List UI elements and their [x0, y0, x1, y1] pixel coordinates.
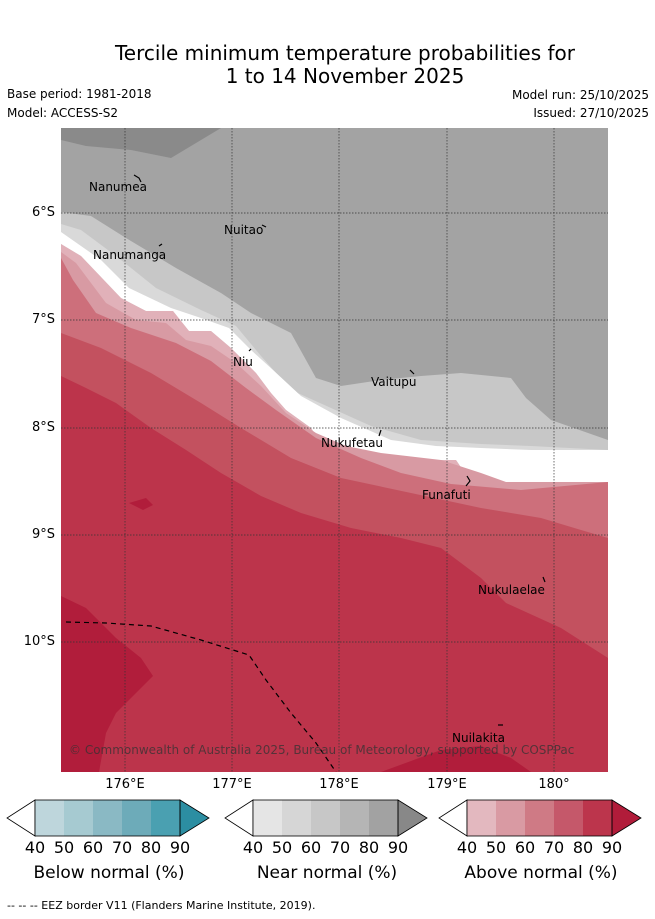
- above-colorbar-tick: 70: [543, 838, 565, 857]
- colorbar-title-above: Above normal (%): [464, 863, 618, 883]
- colorbar-title-below: Below normal (%): [33, 863, 185, 883]
- above-normal-90-region: [61, 596, 153, 772]
- near-colorbar-over-triangle: [397, 799, 428, 837]
- above-colorbar-tick: 40: [456, 838, 478, 857]
- below-colorbar-tick: 80: [140, 838, 162, 857]
- above-colorbar-tick: 50: [485, 838, 507, 857]
- near-colorbar-segment: [369, 800, 398, 836]
- above-colorbar-under-triangle: [438, 799, 468, 837]
- colorbar-title-near: Near normal (%): [256, 863, 398, 883]
- below-colorbar-segment: [35, 800, 64, 836]
- near-colorbar-frame: [252, 799, 399, 837]
- lon-label-180: 180°: [538, 777, 570, 792]
- below-colorbar-under-triangle: [6, 799, 36, 837]
- lat-label-6s: 6°S: [31, 205, 55, 220]
- model-name: Model: ACCESS-S2: [7, 106, 119, 120]
- above-colorbar-segment: [496, 800, 525, 836]
- above-colorbar-frame: [466, 799, 613, 837]
- above-colorbar-segment: [583, 800, 612, 836]
- near-colorbar-tick: 90: [387, 838, 409, 857]
- above-colorbar-tick: 90: [601, 838, 623, 857]
- lat-label-10s: 10°S: [23, 634, 55, 649]
- near-colorbar-segment: [253, 800, 282, 836]
- place-nanumea: Nanumea: [89, 180, 147, 194]
- base-period: Base period: 1981-2018: [7, 87, 152, 101]
- eez-border: [65, 621, 337, 772]
- colorbar-near-normal: [224, 799, 428, 837]
- place-vaitupu: Vaitupu: [371, 375, 417, 389]
- lon-label-179e: 179°E: [427, 777, 467, 792]
- place-niu: Niu: [233, 355, 253, 369]
- below-colorbar-tick: 60: [82, 838, 104, 857]
- near-colorbar-segment: [311, 800, 340, 836]
- near-colorbar-tick: 70: [329, 838, 351, 857]
- colorbar-below-normal: [6, 799, 210, 837]
- below-colorbar-segment: [93, 800, 122, 836]
- model-run: Model run: 25/10/2025: [511, 88, 649, 102]
- island-outlines: [133, 174, 546, 726]
- below-colorbar-frame: [34, 799, 181, 837]
- place-nuilakita: Nuilakita: [452, 731, 505, 745]
- lon-label-178e: 178°E: [319, 777, 359, 792]
- below-colorbar-over-triangle: [179, 799, 210, 837]
- near-colorbar-tick: 50: [271, 838, 293, 857]
- below-colorbar-segment: [151, 800, 180, 836]
- forecast-map: Nanumea Nuitao Nanumanga Niu Vaitupu Nuk…: [61, 128, 608, 772]
- title-line2: 1 to 14 November 2025: [225, 64, 465, 88]
- near-colorbar-under-triangle: [224, 799, 254, 837]
- above-colorbar-segment: [554, 800, 583, 836]
- below-colorbar-tick: 90: [169, 838, 191, 857]
- above-normal-90-bottom-patch: [381, 746, 531, 772]
- near-colorbar-tick: 40: [242, 838, 264, 857]
- above-colorbar-segment: [525, 800, 554, 836]
- below-colorbar-tick: 40: [24, 838, 46, 857]
- below-colorbar-segment: [64, 800, 93, 836]
- below-colorbar-tick: 70: [111, 838, 133, 857]
- lon-label-177e: 177°E: [212, 777, 252, 792]
- place-nukulaelae: Nukulaelae: [478, 583, 545, 597]
- place-nukufetau: Nukufetau: [321, 436, 383, 450]
- above-normal-80-region: [61, 376, 608, 772]
- below-colorbar-tick: 50: [53, 838, 75, 857]
- copyright-notice: © Commonwealth of Australia 2025, Bureau…: [69, 743, 574, 757]
- above-colorbar-segment: [467, 800, 496, 836]
- above-colorbar-over-triangle: [611, 799, 642, 837]
- lon-label-176e: 176°E: [105, 777, 145, 792]
- near-colorbar-tick: 60: [300, 838, 322, 857]
- colorbar-above-normal: [438, 799, 642, 837]
- above-normal-90-patch: [129, 498, 153, 510]
- place-nuitao: Nuitao: [224, 223, 263, 237]
- title-line1: Tercile minimum temperature probabilitie…: [114, 41, 576, 65]
- eez-footnote: -- -- -- EEZ border V11 (Flanders Marine…: [7, 899, 316, 912]
- near-colorbar-segment: [340, 800, 369, 836]
- lat-label-9s: 9°S: [31, 527, 55, 542]
- above-colorbar-tick: 60: [514, 838, 536, 857]
- place-funafuti: Funafuti: [422, 488, 471, 502]
- lat-label-7s: 7°S: [31, 312, 55, 327]
- place-nanumanga: Nanumanga: [93, 248, 166, 262]
- issued-date: Issued: 27/10/2025: [533, 106, 649, 120]
- white-channel: [61, 232, 608, 482]
- near-colorbar-tick: 80: [358, 838, 380, 857]
- near-colorbar-segment: [282, 800, 311, 836]
- lat-label-8s: 8°S: [31, 420, 55, 435]
- graticule: [61, 128, 608, 772]
- above-colorbar-tick: 80: [572, 838, 594, 857]
- below-colorbar-segment: [122, 800, 151, 836]
